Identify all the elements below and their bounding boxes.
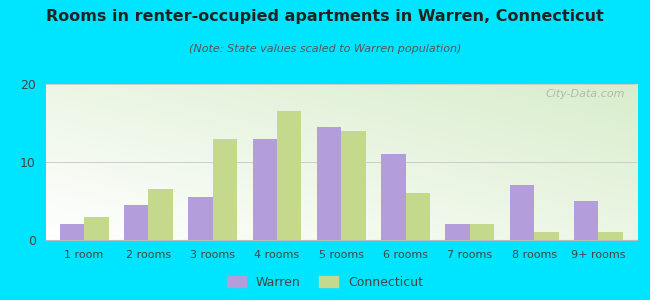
Bar bbox=[148, 189, 173, 240]
Bar bbox=[574, 201, 599, 240]
Bar bbox=[534, 232, 558, 240]
Bar bbox=[213, 139, 237, 240]
Text: (Note: State values scaled to Warren population): (Note: State values scaled to Warren pop… bbox=[188, 44, 462, 53]
Bar bbox=[406, 193, 430, 240]
Bar bbox=[253, 139, 277, 240]
Bar bbox=[510, 185, 534, 240]
Legend: Warren, Connecticut: Warren, Connecticut bbox=[222, 271, 428, 294]
Bar bbox=[599, 232, 623, 240]
Bar bbox=[188, 197, 213, 240]
Bar bbox=[84, 217, 109, 240]
Bar bbox=[317, 127, 341, 240]
Bar bbox=[341, 131, 366, 240]
Bar bbox=[124, 205, 148, 240]
Bar bbox=[381, 154, 406, 240]
Text: Rooms in renter-occupied apartments in Warren, Connecticut: Rooms in renter-occupied apartments in W… bbox=[46, 9, 604, 24]
Text: City-Data.com: City-Data.com bbox=[545, 89, 625, 99]
Bar bbox=[470, 224, 494, 240]
Bar bbox=[277, 111, 302, 240]
Bar bbox=[445, 224, 470, 240]
Bar bbox=[60, 224, 84, 240]
